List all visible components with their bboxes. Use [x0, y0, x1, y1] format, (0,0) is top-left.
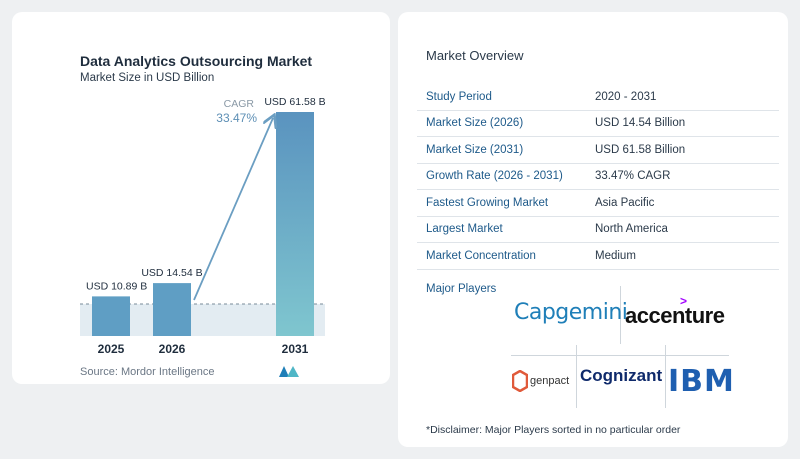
overview-value: Medium [595, 249, 636, 262]
divider [620, 286, 621, 344]
divider [576, 345, 577, 408]
divider [665, 345, 666, 408]
overview-value: 33.47% CAGR [595, 170, 671, 183]
overview-row: Largest Market North America [417, 217, 779, 243]
overview-key: Fastest Growing Market [426, 196, 549, 209]
x-tick-label: 2031 [282, 342, 309, 356]
overview-row: Market Concentration Medium [417, 243, 779, 270]
overview-row: Study Period 2020 - 2031 [417, 84, 779, 111]
bar-2026 [153, 283, 191, 336]
genpact-logo: genpact [530, 375, 570, 387]
x-tick-label: 2026 [159, 342, 186, 356]
overview-key: Largest Market [426, 223, 503, 236]
overview-value: Asia Pacific [595, 196, 655, 209]
bar-2025 [92, 296, 130, 336]
cagr-arrow [193, 118, 273, 301]
source-text: Source: Mordor Intelligence [80, 366, 215, 378]
overview-value: USD 61.58 Billion [595, 143, 686, 156]
bar-value-label: USD 61.58 B [264, 96, 325, 108]
capgemini-logo: Capgemini [514, 300, 628, 325]
overview-row: Fastest Growing Market Asia Pacific [417, 190, 779, 217]
accenture-logo: accenture [625, 303, 725, 328]
overview-key: Market Concentration [426, 249, 536, 262]
bar-value-label: USD 14.54 B [141, 267, 202, 279]
chart-subtitle: Market Size in USD Billion [80, 72, 215, 84]
overview-row: Growth Rate (2026 - 2031) 33.47% CAGR [417, 164, 779, 190]
overview-title: Market Overview [426, 48, 524, 63]
chart-title: Data Analytics Outsourcing Market [80, 53, 313, 69]
major-players-title: Major Players [426, 283, 497, 295]
overview-value: 2020 - 2031 [595, 90, 657, 103]
divider [511, 355, 729, 356]
overview-card [398, 12, 788, 447]
cagr-value: 33.47% [216, 111, 257, 125]
overview-row: Market Size (2031) USD 61.58 Billion [417, 137, 779, 164]
disclaimer-text: *Disclaimer: Major Players sorted in no … [426, 424, 681, 436]
cagr-label: CAGR [224, 98, 255, 110]
genpact-icon [512, 370, 528, 392]
overview-value: North America [595, 223, 668, 236]
mordor-logo-icon [279, 366, 299, 377]
overview-row: Market Size (2026) USD 14.54 Billion [417, 111, 779, 137]
overview-value: USD 14.54 Billion [595, 117, 686, 130]
bar-value-label: USD 10.89 B [86, 280, 147, 292]
overview-key: Market Size (2031) [426, 143, 524, 156]
overview-key: Study Period [426, 90, 492, 103]
overview-key: Growth Rate (2026 - 2031) [426, 170, 563, 183]
x-tick-label: 2025 [98, 342, 125, 356]
overview-key: Market Size (2026) [426, 117, 524, 130]
accenture-accent-icon: > [680, 294, 688, 308]
ibm-logo: IBM [668, 364, 735, 399]
cognizant-logo: Cognizant [580, 366, 663, 385]
overview-table: Study Period 2020 - 2031 Market Size (20… [417, 84, 779, 270]
bar-2031 [276, 112, 314, 336]
